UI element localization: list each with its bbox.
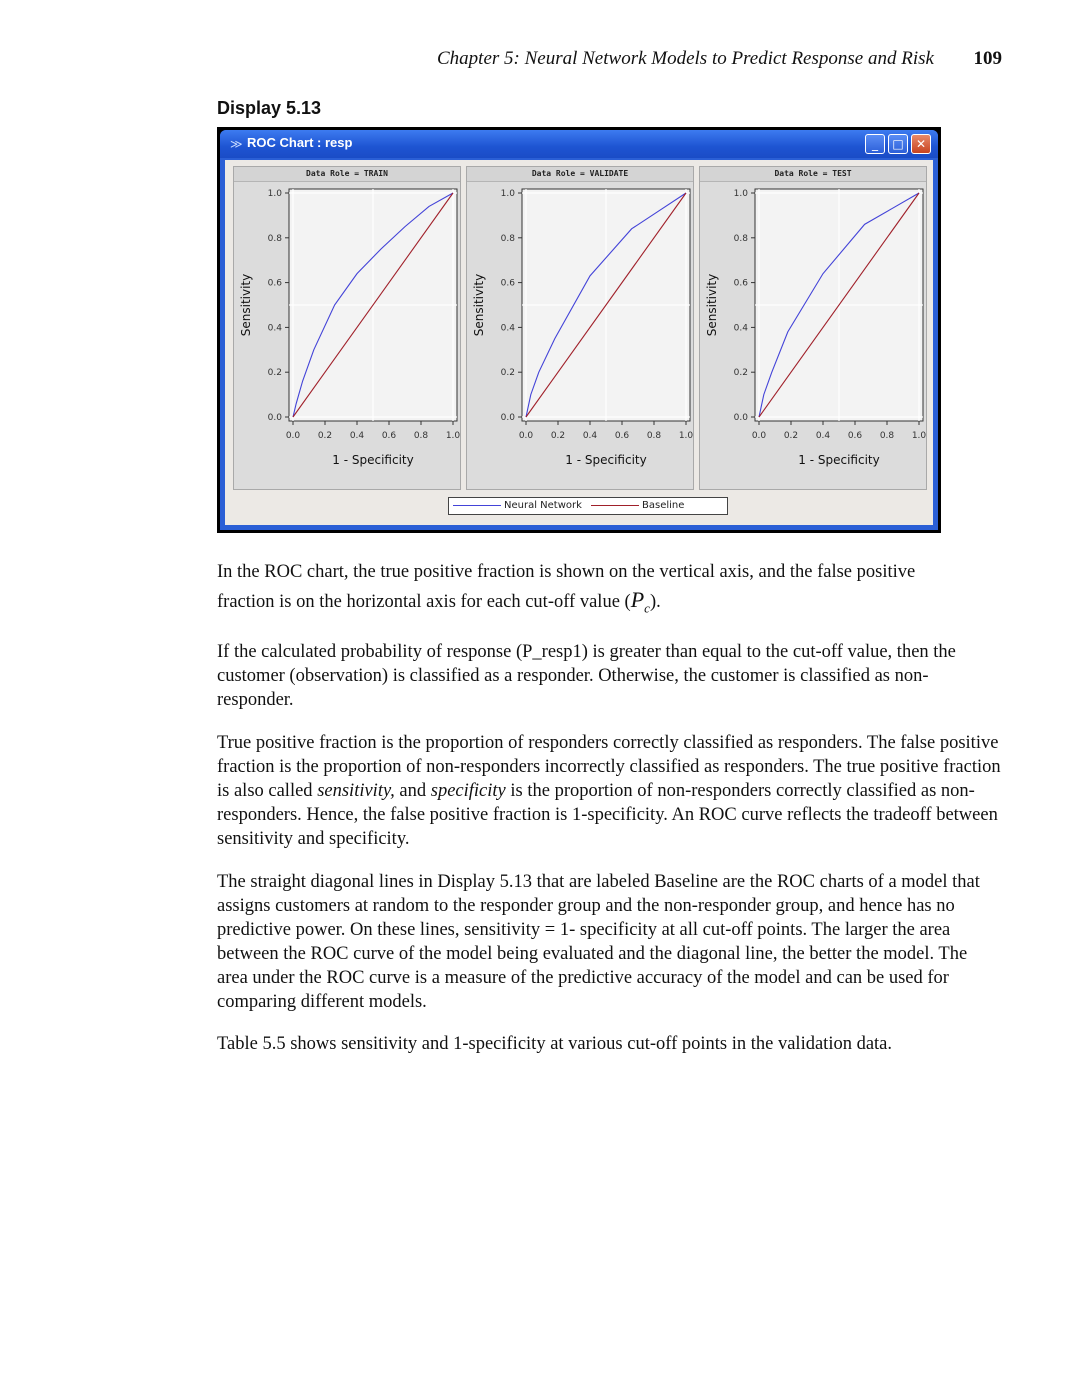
- x-tick-label: 0.6: [615, 431, 630, 441]
- x-tick-label: 0.0: [519, 431, 534, 441]
- x-tick-label: 0.0: [286, 431, 301, 441]
- x-tick-label: 0.4: [350, 431, 365, 441]
- x-tick-label: 1.0: [679, 431, 694, 441]
- y-tick-label: 1.0: [734, 189, 749, 199]
- text-run: and: [394, 781, 431, 801]
- y-tick-label: 0.0: [268, 413, 283, 423]
- roc-chart-window: ≫ ROC Chart : resp _ □ ✕ Data Role = TRA…: [217, 127, 941, 533]
- panel-test: Data Role = TEST 0.0 0.2 0.4 0.6 0.8 1.0 0.0 0.…: [699, 166, 927, 490]
- term-sensitivity: sensitivity,: [317, 781, 395, 801]
- y-tick-label: 0.4: [268, 323, 283, 333]
- display-label: Display 5.13: [217, 98, 322, 118]
- chart-window-icon: ≫: [230, 137, 243, 151]
- x-tick-label: 0.8: [880, 431, 895, 441]
- x-tick-label: 0.6: [382, 431, 397, 441]
- symbol-p: P: [630, 587, 645, 612]
- symbol-sub-c: c: [644, 600, 650, 616]
- y-tick-label: 0.8: [501, 234, 516, 244]
- panel-validate: Data Role = VALIDATE 0.0 0.2 0.4 0.6 0.8 1.0 0…: [466, 166, 694, 490]
- y-axis-label: Sensitivity: [239, 274, 253, 336]
- roc-plot-train: 0.0 0.2 0.4 0.6 0.8 1.0 0.0 0.2 0.4 0.6 0.8 1.0 1 - …: [239, 188, 461, 467]
- x-axis-label: 1 - Specificity: [798, 453, 879, 467]
- text-run: is the proportion of non-responders corr…: [217, 781, 998, 849]
- x-axis-label: 1 - Specificity: [565, 453, 646, 467]
- paragraph-1-line-1: In the ROC chart, the true positive frac…: [217, 562, 916, 582]
- y-tick-label: 0.0: [501, 413, 516, 423]
- legend-swatch-baseline: [591, 504, 639, 506]
- paragraph-4: The straight diagonal lines in Display 5…: [217, 872, 980, 1012]
- close-button[interactable]: ✕: [911, 134, 931, 154]
- legend-swatch-neural-network: [453, 504, 501, 506]
- y-tick-label: 0.2: [734, 368, 748, 378]
- y-tick-label: 0.4: [734, 323, 749, 333]
- chart-legend: Neural Network Baseline: [448, 497, 728, 515]
- window-client-area: Data Role = TRAIN 0.0 0.2 0.4 0.6 0.8 1.0 0.0 0…: [225, 160, 933, 525]
- x-tick-label: 0.0: [752, 431, 767, 441]
- paragraph-1: In the ROC chart, the true positive frac…: [217, 560, 1002, 620]
- running-header: Chapter 5: Neural Network Models to Pred…: [437, 48, 1002, 70]
- window-frame: ≫ ROC Chart : resp _ □ ✕ Data Role = TRA…: [220, 130, 938, 530]
- y-tick-label: 0.8: [734, 234, 749, 244]
- y-tick-label: 0.6: [268, 279, 283, 289]
- legend-item-neural-network: Neural Network: [453, 500, 582, 511]
- legend-label: Baseline: [642, 500, 685, 511]
- x-tick-label: 0.4: [583, 431, 598, 441]
- series-line-neural-network: [525, 192, 687, 418]
- x-tick-label: 1.0: [912, 431, 927, 441]
- y-tick-label: 1.0: [501, 189, 516, 199]
- paragraph-5: Table 5.5 shows sensitivity and 1-specif…: [217, 1034, 893, 1054]
- y-tick-label: 0.2: [268, 368, 282, 378]
- y-tick-label: 0.4: [501, 323, 516, 333]
- paragraph-1-line-2: fraction is on the horizontal axis for e…: [217, 588, 1002, 620]
- panel-title: Data Role = TEST: [700, 167, 926, 182]
- y-tick-label: 0.6: [734, 279, 749, 289]
- y-tick-label: 0.8: [268, 234, 283, 244]
- paragraph-2: If the calculated probability of respons…: [217, 642, 956, 710]
- text-run: ).: [649, 592, 661, 612]
- series-line-neural-network: [758, 192, 920, 418]
- window-title: ROC Chart : resp: [247, 135, 353, 150]
- window-titlebar[interactable]: ≫ ROC Chart : resp _ □ ✕: [220, 130, 938, 158]
- x-tick-label: 0.2: [784, 431, 798, 441]
- series-line-neural-network: [292, 192, 454, 418]
- series-line-baseline: [758, 192, 920, 418]
- term-specificity: specificity: [430, 781, 506, 801]
- series-line-baseline: [292, 192, 454, 418]
- x-tick-label: 1.0: [446, 431, 461, 441]
- text-run: fraction is on the horizontal axis for e…: [217, 592, 631, 612]
- x-tick-label: 0.4: [816, 431, 831, 441]
- chapter-title: Chapter 5: Neural Network Models to Pred…: [437, 48, 934, 69]
- panel-title: Data Role = VALIDATE: [467, 167, 693, 182]
- x-tick-label: 0.8: [647, 431, 662, 441]
- y-tick-label: 0.0: [734, 413, 749, 423]
- y-tick-label: 0.6: [501, 279, 516, 289]
- minimize-button[interactable]: _: [865, 134, 885, 154]
- x-tick-label: 0.6: [848, 431, 863, 441]
- paragraph-3: True positive fraction is the proportion…: [217, 731, 1002, 851]
- y-axis-label: Sensitivity: [472, 274, 486, 336]
- legend-item-baseline: Baseline: [591, 500, 684, 511]
- roc-plot-validate: 0.0 0.2 0.4 0.6 0.8 1.0 0.0 0.2 0.4 0.6 0.8 1.0 1 - …: [472, 188, 694, 467]
- maximize-button[interactable]: □: [888, 134, 908, 154]
- cutoff-symbol: Pc: [630, 587, 650, 616]
- text-run: True positive fraction is the proportion…: [217, 733, 1001, 801]
- panel-title: Data Role = TRAIN: [234, 167, 460, 182]
- y-tick-label: 0.2: [501, 368, 515, 378]
- panel-train: Data Role = TRAIN 0.0 0.2 0.4 0.6 0.8 1.0 0.0 0…: [233, 166, 461, 490]
- series-line-baseline: [525, 192, 687, 418]
- x-tick-label: 0.2: [551, 431, 565, 441]
- page-number: 109: [973, 48, 1003, 69]
- y-axis-label: Sensitivity: [705, 274, 719, 336]
- y-tick-label: 1.0: [268, 189, 283, 199]
- x-axis-label: 1 - Specificity: [332, 453, 413, 467]
- x-tick-label: 0.8: [414, 431, 429, 441]
- legend-label: Neural Network: [504, 500, 582, 511]
- roc-plot-test: 0.0 0.2 0.4 0.6 0.8 1.0 0.0 0.2 0.4 0.6 0.8 1.0 1 - …: [705, 188, 927, 467]
- x-tick-label: 0.2: [318, 431, 332, 441]
